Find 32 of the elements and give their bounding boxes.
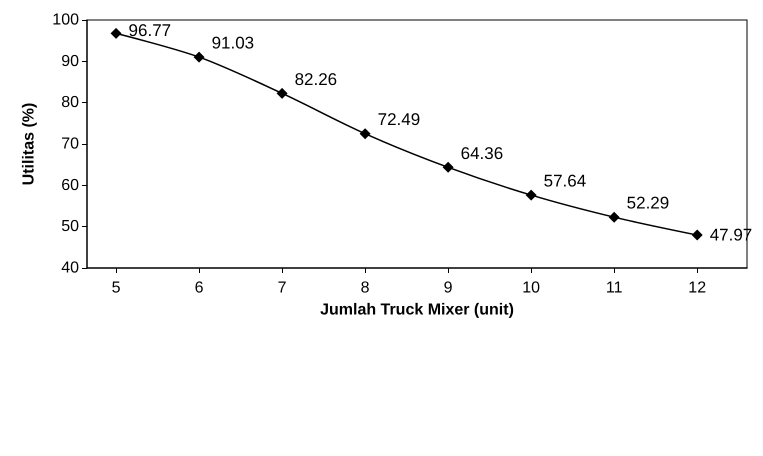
x-tick-label: 9 [444,280,453,296]
data-label: 96.77 [128,20,172,40]
data-label: 57.64 [544,172,586,191]
point [360,128,371,140]
y-tick-label: 90 [61,52,80,70]
data-label: 91.03 [212,34,254,53]
data-label: 82.26 [294,70,338,89]
y-tick-label: 100 [52,12,80,28]
y-tick-label: 50 [61,218,80,236]
point [194,52,205,63]
point [526,190,537,201]
point [442,162,454,173]
y-tick-label: 40 [61,260,80,276]
y-axis-title: Utilitas (%) [20,102,38,186]
data-label: 52.29 [626,194,670,213]
x-tick-label: 6 [194,280,204,296]
x-tick-label: 5 [112,280,121,296]
x-tick-label: 11 [606,280,623,296]
x-tick-label: 10 [522,280,540,296]
point [276,88,288,99]
data-label: 64.36 [460,144,504,163]
x-axis-title: Jumlah Truck Mixer (unit) [320,302,514,318]
data-label: 72.49 [378,110,420,130]
x-tick-label: 12 [688,280,706,296]
y-tick-label: 80 [61,94,80,112]
point [110,28,122,39]
x-tick-label: 7 [278,280,287,296]
y-tick-label: 70 [61,136,80,152]
point [692,230,703,241]
x-tick-label: 8 [360,280,370,296]
point [608,212,620,223]
y-tick-label: 60 [61,176,80,194]
